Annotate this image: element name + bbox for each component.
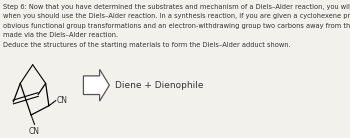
Polygon shape: [83, 69, 109, 101]
Text: made via the Diels–Alder reaction.: made via the Diels–Alder reaction.: [3, 32, 118, 38]
Text: CN: CN: [28, 127, 39, 136]
Text: Diene + Dienophile: Diene + Dienophile: [115, 81, 203, 90]
Text: CN: CN: [57, 96, 68, 105]
Text: when you should use the Diels–Alder reaction. In a synthesis reaction, if you ar: when you should use the Diels–Alder reac…: [3, 14, 350, 19]
Text: obvious functional group transformations and an electron-withdrawing group two c: obvious functional group transformations…: [3, 23, 350, 29]
Text: Deduce the structures of the starting materials to form the Diels–Alder adduct s: Deduce the structures of the starting ma…: [3, 42, 290, 48]
Text: Step 6: Now that you have determined the substrates and mechanism of a Diels–Ald: Step 6: Now that you have determined the…: [3, 4, 350, 10]
